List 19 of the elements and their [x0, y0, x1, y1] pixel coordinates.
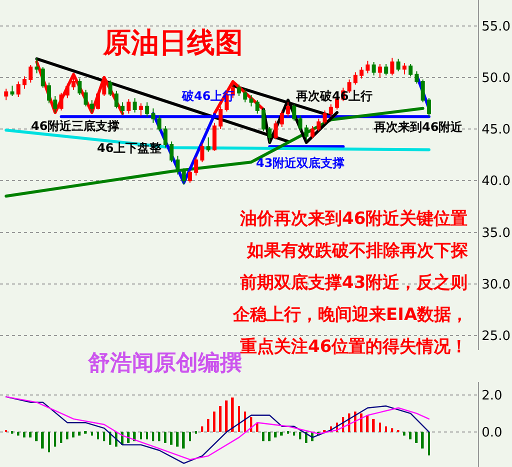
- annotation: 油价再次来到46附近关键位置: [239, 209, 468, 229]
- annotation: 重点关注46位置的得失情况！: [239, 337, 468, 357]
- annotation: 企稳上行，晚间迎来EIA数据，: [232, 305, 468, 325]
- y-tick-label: 40.0: [482, 174, 511, 190]
- y-tick-label: 50.0: [482, 70, 511, 86]
- y-tick-label: 55.0: [482, 19, 511, 34]
- annotation: 如果有效跌破不排除再次下探: [246, 241, 468, 261]
- y-tick-label: 0.0: [482, 425, 502, 440]
- text: 原油日线图: [102, 26, 243, 59]
- y-tick-label: 45.0: [482, 122, 511, 138]
- annotation: 前期双底支撑43附近，反之则: [239, 273, 468, 293]
- annotation: 46附近三底支撑: [31, 119, 120, 133]
- y-tick-label: 30.0: [482, 277, 511, 292]
- y-tick-label: 35.0: [482, 226, 511, 241]
- y-tick-label: 2.0: [482, 388, 502, 404]
- annotation: 再次来到46附近: [373, 120, 464, 134]
- chart-title: 舒浩闻原创编撰: [87, 351, 242, 376]
- y-tick-label: 25.0: [482, 329, 511, 344]
- annotation: 43附近双底支撑: [256, 156, 345, 170]
